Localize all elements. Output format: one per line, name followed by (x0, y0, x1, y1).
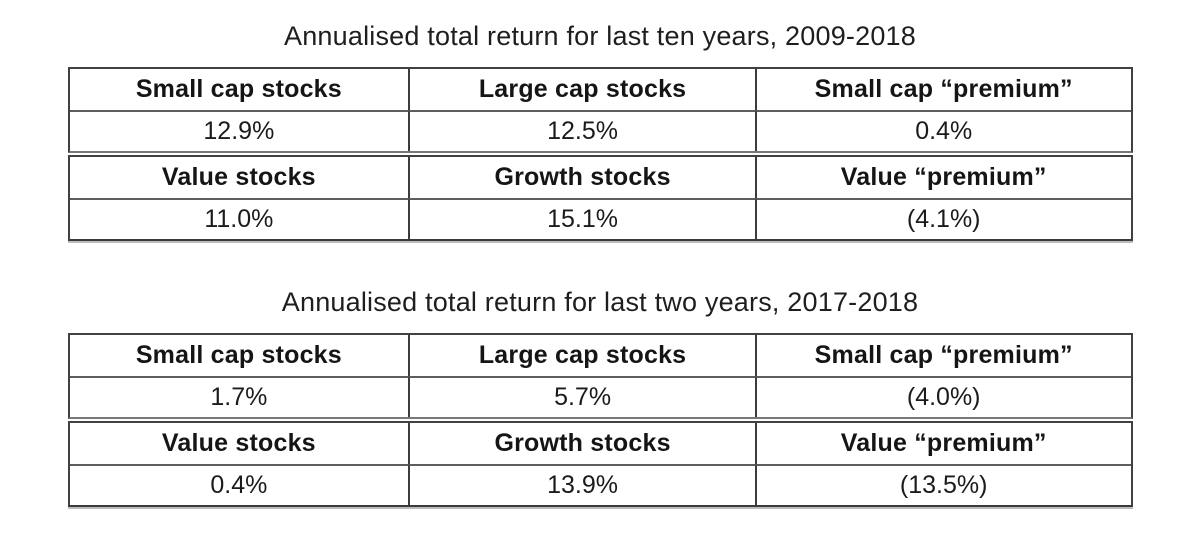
table-title: Annualised total return for last ten yea… (284, 21, 916, 51)
header-cell-small-cap-premium: Small cap “premium” (754, 69, 1131, 110)
row-group-style: Value stocks Growth stocks Value “premiu… (67, 421, 1133, 507)
value-cell-large-cap: 12.5% (408, 110, 755, 151)
value-cell-small-cap-premium: 0.4% (754, 110, 1131, 151)
value-cell-value-stocks: 11.0% (69, 198, 409, 239)
header-cell-small-cap: Small cap stocks (135, 341, 342, 369)
header-cell-large-cap: Large cap stocks (408, 335, 755, 376)
table-title: Annualised total return for last two yea… (281, 287, 919, 317)
header-cell-growth-stocks: Growth stocks (408, 157, 755, 198)
value-cell-large-cap: 5.7% (408, 376, 755, 417)
header-cell-value-premium: Value “premium” (754, 423, 1131, 464)
value-cell-growth-stocks: 13.9% (408, 464, 755, 505)
value-cell-small-cap: 12.9% (69, 110, 409, 151)
header-cell-small-cap-premium: Small cap “premium” (754, 335, 1131, 376)
row-group-style: Value stocks Growth stocks Value “premiu… (67, 155, 1133, 241)
header-cell-value-stocks: Value stocks (161, 163, 316, 191)
header-cell-growth-stocks: Growth stocks (408, 423, 755, 464)
header-cell-value-premium: Value “premium” (754, 157, 1131, 198)
value-cell-value-premium: (4.1%) (754, 198, 1131, 239)
value-cell-small-cap: 1.7% (69, 376, 409, 417)
header-cell-small-cap: Small cap stocks (135, 75, 342, 103)
value-cell-growth-stocks: 15.1% (408, 198, 755, 239)
value-cell-value-premium: (13.5%) (754, 464, 1131, 505)
value-cell-value-stocks: 0.4% (69, 464, 409, 505)
figure-container: Annualised total return for last ten yea… (0, 20, 1200, 507)
header-cell-value-stocks: Value stocks (161, 429, 316, 457)
header-cell-large-cap: Large cap stocks (408, 69, 755, 110)
returns-table-two-years: Small cap stocks Large cap stocks Small … (67, 333, 1133, 507)
table-section-ten-years: Annualised total return for last ten yea… (0, 20, 1200, 241)
row-group-cap: Small cap stocks Large cap stocks Small … (67, 333, 1133, 419)
row-group-cap: Small cap stocks Large cap stocks Small … (67, 67, 1133, 153)
table-section-two-years: Annualised total return for last two yea… (0, 286, 1200, 507)
returns-table-ten-years: Small cap stocks Large cap stocks Small … (67, 67, 1133, 241)
value-cell-small-cap-premium: (4.0%) (754, 376, 1131, 417)
